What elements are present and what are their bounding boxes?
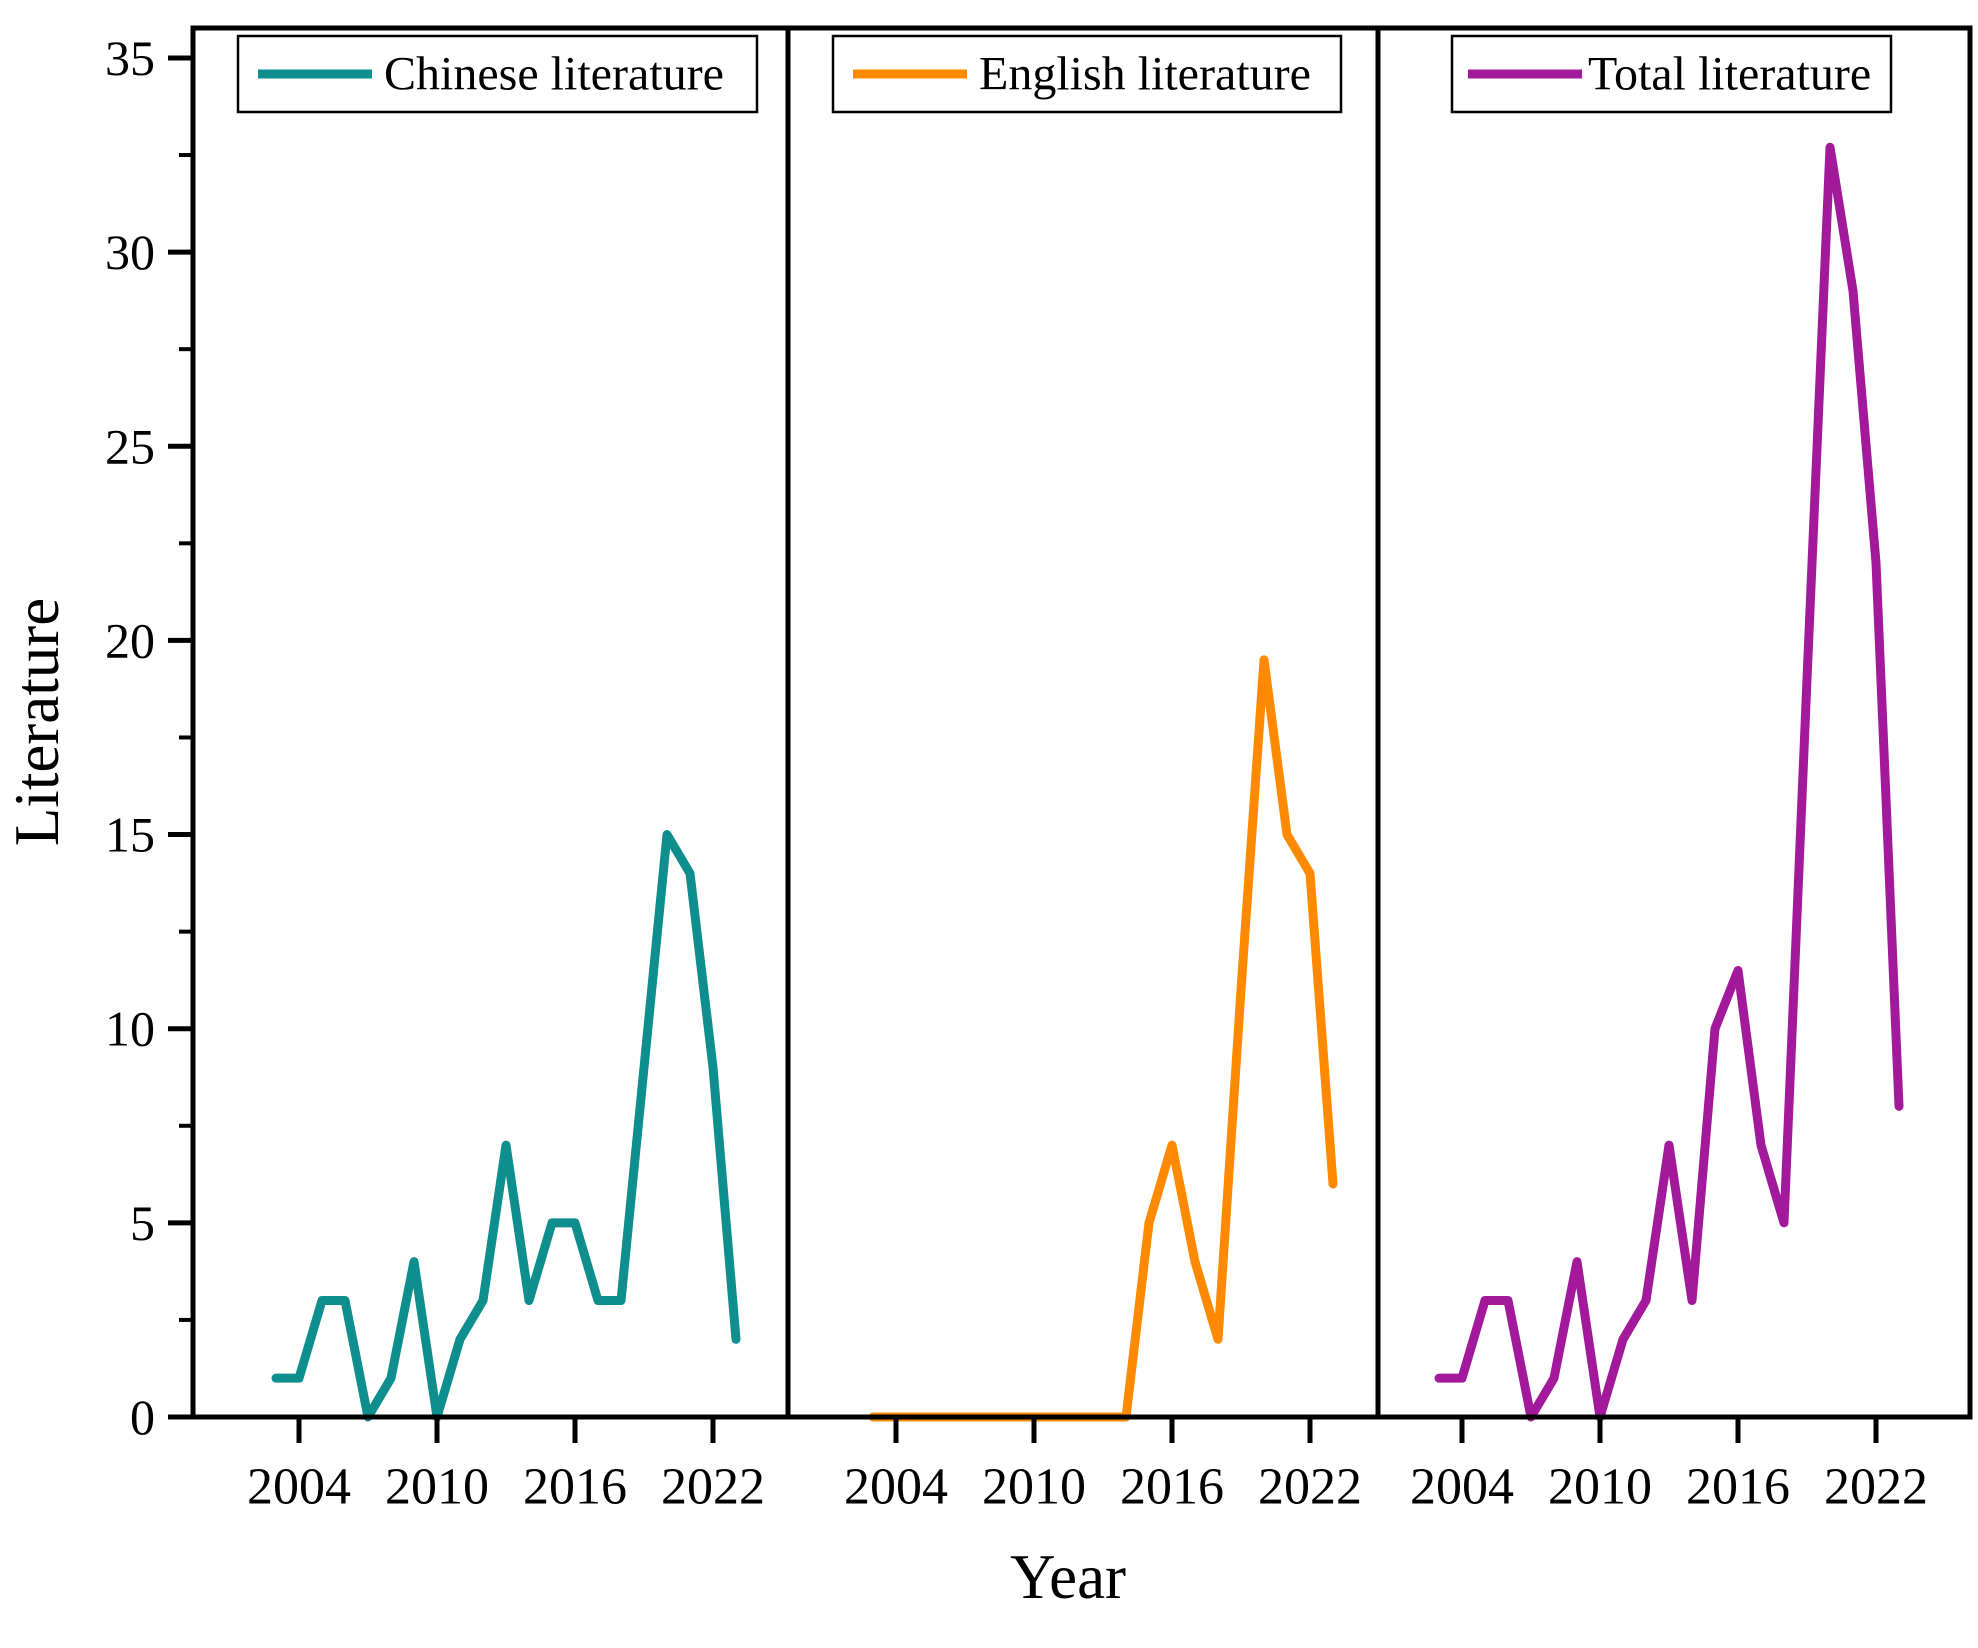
y-tick-label: 10: [105, 1001, 155, 1057]
y-tick-label: 5: [130, 1195, 155, 1251]
line-total-literature: [1434, 142, 1904, 1422]
legend-total: Total literature: [1450, 34, 1893, 114]
x-tick-label: 2022: [661, 1459, 765, 1516]
line-english-literature: [868, 655, 1338, 1422]
x-tick-label: 2022: [1258, 1459, 1362, 1516]
y-tick-label: 20: [105, 612, 155, 668]
legend-label-chinese: Chinese literature: [384, 48, 724, 101]
x-tick-label: 2004: [844, 1459, 948, 1516]
ticks-layer: 0 5 10 15 20 25 30 35 2004 2010 2016 2022 2004 2010 20…: [105, 30, 1928, 1516]
x-axis-title: Year: [1010, 1542, 1126, 1612]
legend-chinese: Chinese literature: [236, 34, 759, 114]
x-tick-label: 2016: [1686, 1459, 1790, 1516]
y-tick-label: 35: [105, 30, 155, 86]
x-tick-label: 2016: [1120, 1459, 1224, 1516]
legend-english: English literature: [831, 34, 1343, 114]
y-tick-label: 0: [130, 1389, 155, 1445]
x-tick-label: 2016: [523, 1459, 627, 1516]
y-tick-label: 25: [105, 418, 155, 474]
y-tick-label: 15: [105, 807, 155, 863]
x-tick-label: 2022: [1824, 1459, 1928, 1516]
x-tick-label: 2010: [385, 1459, 489, 1516]
x-tick-label: 2010: [982, 1459, 1086, 1516]
y-axis-title: Literature: [2, 598, 72, 846]
line-chinese-literature: [271, 830, 741, 1422]
legend-label-total: Total literature: [1588, 48, 1871, 101]
x-tick-label: 2004: [247, 1459, 351, 1516]
x-tick-label: 2004: [1410, 1459, 1514, 1516]
y-tick-label: 30: [105, 224, 155, 280]
data-lines-layer: [271, 142, 1904, 1422]
legend-label-english: English literature: [979, 48, 1311, 101]
x-tick-label: 2010: [1548, 1459, 1652, 1516]
plot-frame: [190, 25, 1973, 1420]
